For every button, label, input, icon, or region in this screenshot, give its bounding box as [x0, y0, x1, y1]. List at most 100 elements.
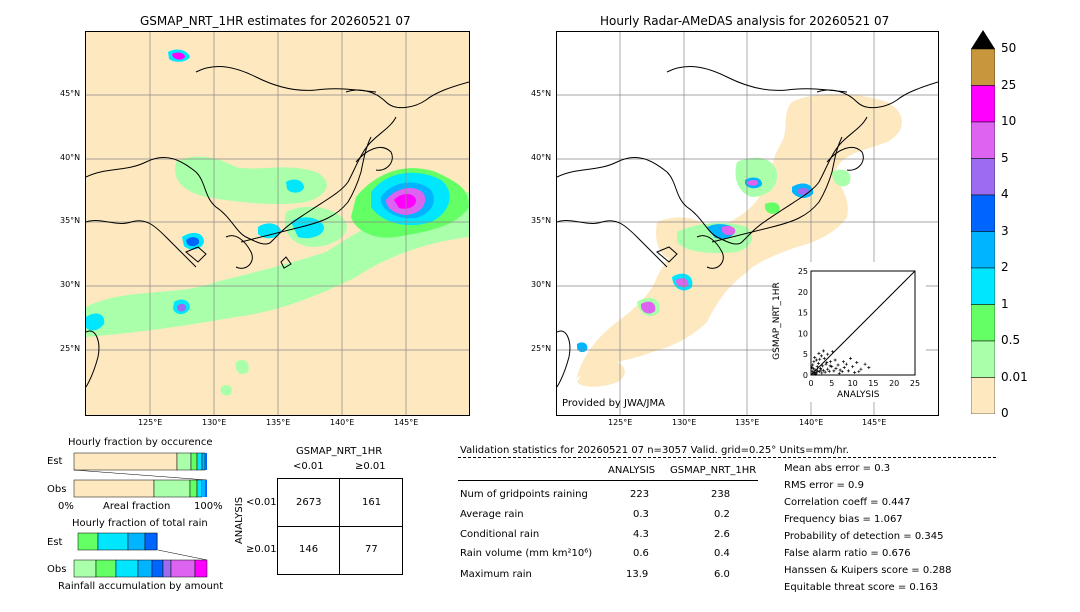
scatter-point [824, 362, 828, 366]
scatter-point [831, 350, 835, 354]
total-est-bar [77, 532, 158, 551]
colorbar-label: 25 [1001, 77, 1017, 92]
scatter-point [826, 352, 830, 356]
contingency-grid: 2673 161 146 77 [277, 478, 403, 575]
colorbar-label: 3 [1001, 223, 1009, 238]
occurrence-connector [73, 469, 208, 481]
scatter-point [810, 366, 814, 370]
validation-row-label: Average rain [460, 509, 524, 520]
score-correlation: Correlation coeff = 0.447 [784, 497, 911, 508]
colorbar-segment [970, 340, 996, 378]
scatter-point [815, 365, 819, 369]
scatter-point [823, 370, 827, 374]
score-rms-error: RMS error = 0.9 [784, 480, 864, 491]
fraction-axis-mid: Areal fraction [103, 501, 171, 512]
scatter-point [846, 369, 850, 373]
right-lat-30: 30°N [531, 280, 552, 289]
scatter-point [818, 357, 822, 361]
right-lat-35: 35°N [531, 216, 552, 225]
validation-header: Validation statistics for 20260521 07 n=… [460, 445, 849, 456]
scatter-point [819, 368, 823, 372]
colorbar-segment [970, 377, 996, 415]
right-lon-140: 140°E [799, 418, 824, 427]
scatter-point [813, 356, 817, 360]
colorbar-label: 0.5 [1001, 333, 1021, 347]
colorbar-segment [970, 304, 996, 342]
colorbar-label: 0 [1001, 406, 1009, 420]
scatter-point [812, 371, 816, 375]
scatter-ytick-label: 15 [798, 309, 808, 318]
scatter-point [816, 361, 820, 365]
colorbar-label: 0.01 [1001, 369, 1028, 384]
scatter-xtick-label: 5 [829, 379, 834, 388]
colorbar-segment [970, 121, 996, 159]
validation-row-analysis: 13.9 [626, 569, 649, 580]
scatter-point [822, 356, 826, 360]
validation-row-gsmap: 0.2 [714, 509, 730, 520]
scatter-point [867, 366, 871, 370]
colorbar-label: 50 [1001, 41, 1017, 55]
validation-row-gsmap: 238 [711, 489, 731, 500]
colorbar-label: 2 [1001, 260, 1009, 274]
scatter-point [841, 360, 845, 364]
colorbar-segment [970, 158, 996, 196]
fraction-axis-right: 100% [194, 501, 223, 512]
validation-row-analysis: 4.3 [633, 529, 649, 540]
right-map-title: Hourly Radar-AMeDAS analysis for 2026052… [600, 14, 890, 28]
fraction-total-title: Hourly fraction of total rain [72, 518, 208, 529]
left-lat-45: 45°N [60, 89, 81, 98]
scatter-ylabel: GSMAP_NRT_1HR [771, 282, 782, 360]
fraction-total-bars [73, 532, 208, 578]
right-lon-135: 135°E [735, 418, 760, 427]
scatter-ytick-label: 20 [798, 288, 808, 297]
right-map-canvas [557, 32, 938, 415]
fraction-occurrence-bars [73, 452, 208, 498]
validation-row-gsmap: 0.4 [714, 548, 730, 559]
validation-col-rule [458, 480, 758, 481]
scatter-point [863, 362, 867, 366]
right-map-coastline [557, 66, 938, 388]
scatter-point [812, 360, 816, 364]
right-lon-130: 130°E [672, 418, 697, 427]
colorbar-label: 1 [1001, 296, 1009, 311]
scatter-point [811, 363, 815, 367]
scatter-point [820, 371, 824, 375]
validation-col-analysis: ANALYSIS [608, 465, 656, 476]
validation-row-label: Rain volume (mm km²10⁶) [460, 548, 593, 559]
scatter-point [859, 367, 863, 371]
scatter-point [810, 369, 814, 373]
colorbar-segment [970, 48, 996, 86]
total-obs-bar [73, 559, 208, 578]
validation-row-label: Conditional rain [460, 529, 540, 540]
score-hk: Hanssen & Kuipers score = 0.288 [784, 565, 952, 576]
scatter-point [840, 370, 844, 374]
scatter-ytick-label: 25 [798, 267, 808, 276]
right-lon-125: 125°E [608, 418, 633, 427]
contingency-col-0: <0.01 [293, 461, 324, 472]
colorbar-arrow [971, 30, 995, 49]
contingency-row-axis: ANALYSIS [234, 496, 246, 545]
left-lon-130: 130°E [202, 418, 227, 427]
fraction-occurrence-obs-label: Obs [47, 484, 67, 495]
scatter-point [821, 364, 825, 368]
scatter-point [853, 371, 857, 375]
right-map-coverage [575, 93, 902, 387]
validation-row-gsmap: 2.6 [714, 529, 730, 540]
left-map-rain [86, 49, 469, 396]
scatter-ytick-label: 0 [803, 371, 808, 380]
scatter-point [811, 367, 815, 371]
score-frequency-bias: Frequency bias = 1.067 [784, 514, 903, 525]
left-lon-135: 135°E [266, 418, 291, 427]
left-map-grid [86, 32, 469, 415]
left-map-canvas [86, 32, 469, 415]
scatter-ytick-label: 5 [803, 350, 808, 359]
right-lat-45: 45°N [531, 89, 552, 98]
fraction-total-footer: Rainfall accumulation by amount [58, 581, 224, 592]
left-map-title: GSMAP_NRT_1HR estimates for 20260521 07 [140, 14, 411, 28]
colorbar-label: 5 [1001, 150, 1009, 165]
scatter-point [838, 368, 842, 372]
scatter-point [819, 366, 823, 370]
scatter-point [819, 354, 823, 358]
validation-col-gsmap: GSMAP_NRT_1HR [670, 465, 757, 476]
right-lon-145: 145°E [862, 418, 887, 427]
